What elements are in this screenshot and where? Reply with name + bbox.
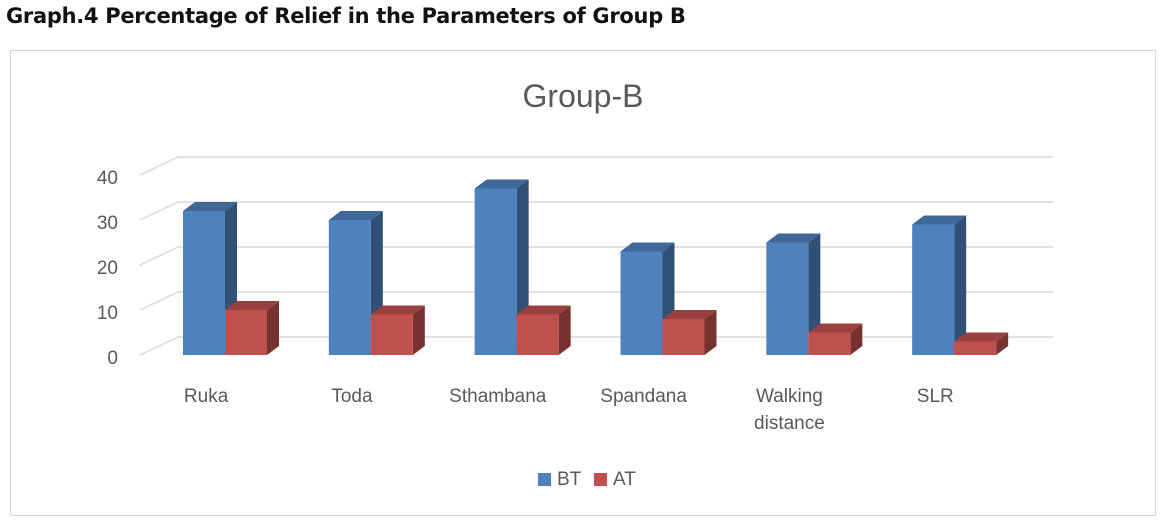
x-tick-label: Ruka <box>184 386 229 407</box>
bar-at-side <box>558 305 571 355</box>
gridline-depth <box>139 291 179 311</box>
x-tick-label: Sthambana <box>449 386 547 407</box>
bar-bt-side <box>808 233 821 355</box>
bar-at <box>954 341 997 355</box>
bar-at-top <box>954 332 1009 342</box>
y-tick-label: 20 <box>97 258 118 279</box>
x-tick-label: SLR <box>917 386 954 407</box>
legend-swatch-at <box>594 473 607 486</box>
bar-at-side <box>267 301 279 355</box>
gridline-depth <box>139 246 179 266</box>
bar-bt <box>474 188 517 355</box>
x-tick-label: Spandana <box>600 386 687 407</box>
y-tick-label: 0 <box>107 348 118 369</box>
bar-at-side <box>996 332 1009 355</box>
bar-at-side <box>704 310 717 355</box>
bar-bt-top <box>183 202 237 211</box>
x-tick-label: Walking distance <box>754 386 825 434</box>
bar-at-top <box>225 301 279 310</box>
bar-bt-top <box>474 179 529 189</box>
bar-bt-top <box>328 211 383 220</box>
gridline-depth <box>139 336 179 356</box>
bar-bt-side <box>954 215 967 355</box>
bar-at <box>225 310 267 355</box>
bar-bt-top <box>620 242 675 252</box>
y-tick-label: 30 <box>97 213 118 234</box>
bar-at-side <box>850 323 863 355</box>
bar-bt <box>620 251 663 355</box>
bar-bt <box>912 224 955 355</box>
bar-at <box>370 314 413 355</box>
bar-bt <box>183 211 225 355</box>
x-tick-label: Toda <box>331 386 373 407</box>
chart-title: Group-B <box>523 78 644 114</box>
bar-at <box>808 332 851 355</box>
bar-at-top <box>662 310 717 319</box>
bar-bt <box>766 242 809 355</box>
bar-at <box>516 314 559 355</box>
bar-at-top <box>370 305 425 315</box>
y-tick-label: 10 <box>97 303 118 324</box>
gridline-depth <box>139 156 179 176</box>
bar-bt-top <box>912 215 967 225</box>
gridline-depth <box>139 201 179 221</box>
page-heading: Graph.4 Percentage of Relief in the Para… <box>6 4 686 28</box>
legend-label-at: AT <box>613 469 636 490</box>
legend-swatch-bt <box>538 473 551 486</box>
bar-at-top <box>516 305 571 315</box>
bar-bt <box>328 220 371 355</box>
bar-bt-top <box>766 233 821 243</box>
bar-at <box>662 319 705 355</box>
bar-at-top <box>808 323 863 333</box>
legend-label-bt: BT <box>557 469 582 490</box>
y-tick-label: 40 <box>97 168 118 189</box>
bar-at-side <box>412 305 425 355</box>
